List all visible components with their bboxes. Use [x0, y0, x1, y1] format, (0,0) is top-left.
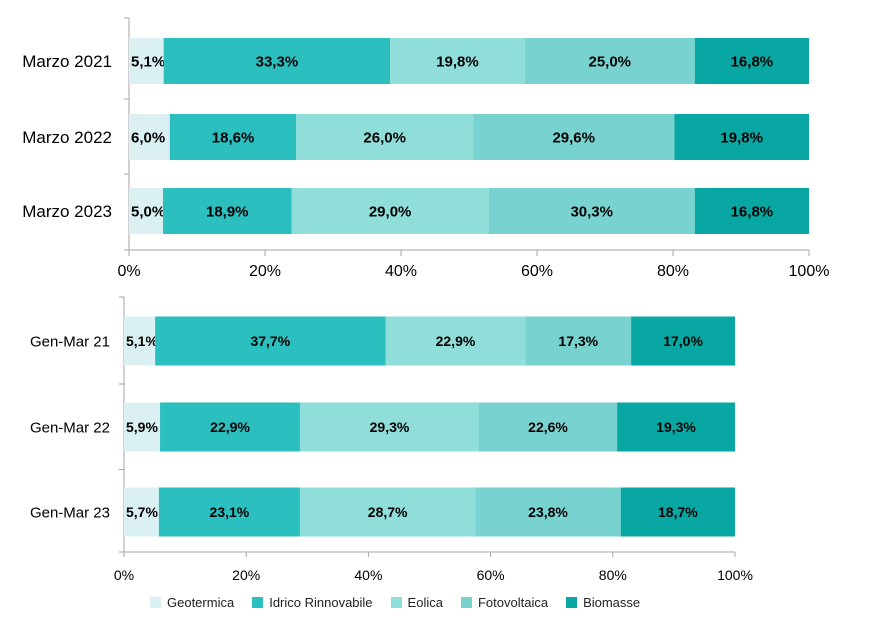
chart-panel-2: 0% 20% 40% 60% 80% 100% Gen-Mar 21 5,1% 37,7% 22,… — [30, 296, 753, 583]
bar-segment — [169, 114, 297, 160]
bar-segment — [155, 316, 386, 366]
bar-segment — [478, 402, 618, 452]
bar-segment — [525, 316, 632, 366]
legend-item: Idrico Rinnovabile — [252, 595, 373, 610]
data-label: 19,8% — [436, 53, 479, 70]
bar-segment — [296, 114, 474, 160]
bar-segment — [124, 402, 161, 452]
bar-segment — [160, 402, 300, 452]
x-tick-label: 0% — [114, 567, 134, 583]
bar-segment — [163, 38, 391, 84]
data-label: 19,3% — [656, 419, 696, 435]
bar-segment — [129, 188, 163, 234]
data-label: 5,9% — [126, 419, 158, 435]
bar-segment — [524, 38, 695, 84]
bar-segment — [620, 487, 735, 537]
data-label: 22,9% — [210, 419, 250, 435]
data-label: 26,0% — [363, 129, 406, 146]
legend-swatch — [390, 597, 402, 608]
data-label: 18,7% — [658, 504, 698, 520]
legend-label: Fotovoltaica — [477, 595, 549, 610]
bar-segment — [473, 114, 675, 160]
x-tick-label: 60% — [477, 567, 505, 583]
bar-segment — [674, 114, 809, 160]
data-label: 5,0% — [131, 203, 165, 220]
category-label: Marzo 2022 — [22, 128, 112, 147]
data-label: 18,6% — [212, 129, 255, 146]
data-label: 23,8% — [528, 504, 568, 520]
bar-segment — [617, 402, 735, 452]
data-label: 28,7% — [368, 504, 408, 520]
legend-label: Idrico Rinnovabile — [269, 595, 373, 610]
data-label: 29,0% — [369, 203, 412, 220]
legend-item: Geotermica — [150, 595, 234, 610]
legend-label: Geotermica — [167, 595, 235, 610]
bar-segment — [124, 316, 156, 366]
x-tick-label: 40% — [385, 263, 417, 280]
data-label: 16,8% — [731, 53, 774, 70]
data-label: 29,6% — [552, 129, 595, 146]
data-label: 19,8% — [720, 129, 763, 146]
bar-segment — [475, 487, 621, 537]
legend-swatch — [460, 597, 472, 608]
bar-segment — [390, 38, 525, 84]
data-label: 5,7% — [126, 504, 158, 520]
legend: Geotermica Idrico Rinnovabile Eolica Fotovo… — [150, 595, 640, 610]
bar-segment — [291, 188, 489, 234]
x-tick-label: 100% — [717, 567, 753, 583]
bar-segment — [158, 487, 300, 537]
category-label: Gen-Mar 22 — [30, 419, 110, 436]
data-label: 30,3% — [570, 203, 613, 220]
data-label: 18,9% — [206, 203, 249, 220]
data-label: 25,0% — [588, 53, 631, 70]
x-tick-label: 0% — [117, 263, 140, 280]
legend-item: Fotovoltaica — [460, 595, 549, 610]
x-tick-label: 80% — [657, 263, 689, 280]
data-label: 29,3% — [370, 419, 410, 435]
category-label: Marzo 2023 — [22, 202, 112, 221]
data-label: 33,3% — [256, 53, 299, 70]
bar-segment — [385, 316, 526, 366]
legend-item: Biomasse — [566, 595, 640, 610]
bar-segment — [129, 114, 170, 160]
data-label: 22,6% — [528, 419, 568, 435]
legend-item: Eolica — [390, 595, 443, 610]
x-tick-label: 20% — [232, 567, 260, 583]
bar-segment — [129, 38, 164, 84]
chart-panel-1: 0% 20% 40% 60% 80% 100% Marzo 2021 5,1% 33,3% 19,… — [22, 17, 830, 280]
category-label: Gen-Mar 23 — [30, 504, 110, 521]
data-label: 17,3% — [558, 333, 598, 349]
data-label: 6,0% — [131, 129, 165, 146]
data-label: 5,1% — [131, 53, 165, 70]
x-tick-label: 60% — [521, 263, 553, 280]
bar-segment — [124, 487, 159, 537]
bar-segment — [694, 38, 809, 84]
bar-segment — [488, 188, 695, 234]
legend-swatch — [252, 597, 264, 608]
x-tick-label: 80% — [599, 567, 627, 583]
bar-segment — [631, 316, 735, 366]
legend-swatch — [150, 597, 161, 608]
legend-label: Eolica — [407, 595, 443, 610]
data-label: 23,1% — [210, 504, 250, 520]
data-label: 37,7% — [250, 333, 290, 349]
bar-segment — [299, 402, 479, 452]
x-tick-label: 20% — [249, 263, 281, 280]
bar-segment — [163, 188, 292, 234]
bar-segment — [694, 188, 809, 234]
data-label: 5,1% — [126, 333, 158, 349]
legend-label: Biomasse — [583, 595, 641, 610]
bar-segment — [299, 487, 476, 537]
data-label: 22,9% — [436, 333, 476, 349]
data-label: 17,0% — [663, 333, 703, 349]
x-tick-label: 100% — [789, 263, 830, 280]
data-label: 16,8% — [731, 203, 774, 220]
legend-swatch — [566, 597, 578, 608]
x-tick-label: 40% — [354, 567, 382, 583]
category-label: Gen-Mar 21 — [30, 333, 110, 350]
category-label: Marzo 2021 — [22, 52, 112, 71]
